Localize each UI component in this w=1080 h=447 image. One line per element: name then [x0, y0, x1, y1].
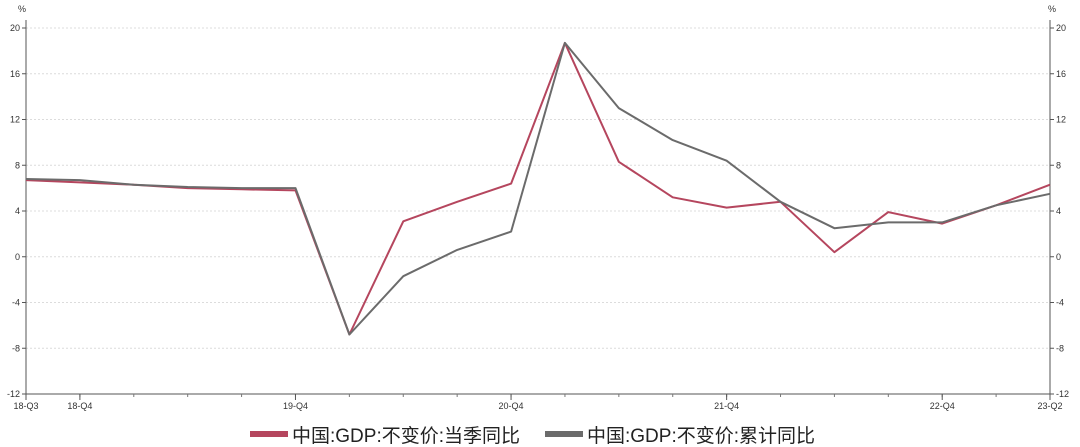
- left-tick-label-3: 8: [15, 160, 20, 170]
- left-tick-label-4: 4: [15, 206, 20, 216]
- right-tick-label-5: 0: [1056, 252, 1061, 262]
- right-unit-label: %: [1048, 4, 1056, 14]
- x-tick-label-4: 21-Q4: [714, 401, 739, 411]
- left-tick-label-5: 0: [15, 252, 20, 262]
- series-line-1: [25, 41, 1051, 336]
- left-unit-label: %: [18, 4, 26, 14]
- x-tick-label-0: 18-Q3: [13, 401, 38, 411]
- right-tick-label-0: 20: [1056, 23, 1066, 33]
- legend-label-1: 中国:GDP:不变价:累计同比: [587, 425, 815, 447]
- series-lines: [25, 41, 1051, 336]
- x-tick-label-6: 23-Q2: [1037, 401, 1062, 411]
- right-tick-label-7: -8: [1056, 343, 1064, 353]
- left-tick-label-2: 12: [10, 115, 20, 125]
- x-tick-label-3: 20-Q4: [499, 401, 524, 411]
- x-tick-label-1: 18-Q4: [67, 401, 92, 411]
- left-tick-label-6: -4: [12, 298, 20, 308]
- axes: 20 20 16 16 12 12 8 8 4 4 0 0 -4 -4 -8 -8 -12 -12 18-Q3 18-…: [7, 20, 1069, 411]
- right-tick-label-8: -12: [1056, 389, 1069, 399]
- right-tick-label-1: 16: [1056, 69, 1066, 79]
- gridlines: [26, 27, 1050, 349]
- right-tick-label-3: 8: [1056, 160, 1061, 170]
- right-tick-label-4: 4: [1056, 206, 1061, 216]
- legend-swatch-0: [250, 431, 288, 437]
- legend: 中国:GDP:不变价:当季同比 中国:GDP:不变价:累计同比: [250, 425, 815, 447]
- legend-swatch-1: [545, 431, 583, 437]
- left-tick-label-1: 16: [10, 69, 20, 79]
- left-tick-label-7: -8: [12, 343, 20, 353]
- legend-label-0: 中国:GDP:不变价:当季同比: [292, 425, 520, 447]
- left-tick-label-0: 20: [10, 23, 20, 33]
- x-tick-label-2: 19-Q4: [283, 401, 308, 411]
- right-tick-label-6: -4: [1056, 298, 1064, 308]
- series-line-0: [25, 41, 1051, 336]
- right-tick-label-2: 12: [1056, 115, 1066, 125]
- left-tick-label-8: -12: [7, 389, 20, 399]
- x-tick-label-5: 22-Q4: [930, 401, 955, 411]
